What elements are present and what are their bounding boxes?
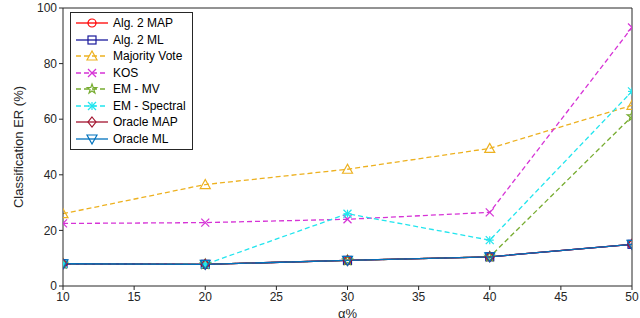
svg-text:80: 80 bbox=[44, 57, 58, 71]
html-text:Oracle MAP: Oracle MAP bbox=[113, 115, 178, 130]
svg-text:20: 20 bbox=[44, 224, 58, 238]
html-text:EM - Spectral: EM - Spectral bbox=[113, 98, 186, 113]
svg-text:45: 45 bbox=[554, 290, 568, 304]
svg-text:15: 15 bbox=[127, 290, 141, 304]
svg-text:100: 100 bbox=[37, 1, 57, 15]
svg-text:50: 50 bbox=[625, 290, 632, 304]
svg-text:35: 35 bbox=[412, 290, 426, 304]
svg-text:20: 20 bbox=[199, 290, 213, 304]
html-text:KOS: KOS bbox=[113, 65, 139, 80]
html-text:Majority Vote: Majority Vote bbox=[113, 49, 183, 64]
svg-text:0: 0 bbox=[50, 279, 57, 293]
html-text:Alg. 2 MAP: Alg. 2 MAP bbox=[113, 16, 173, 31]
svg-text:10: 10 bbox=[56, 290, 70, 304]
html-text:Oracle ML: Oracle ML bbox=[113, 131, 169, 146]
svg-text:40: 40 bbox=[483, 290, 497, 304]
svg-text:40: 40 bbox=[44, 168, 58, 182]
html-text:Alg. 2 ML: Alg. 2 ML bbox=[113, 32, 164, 47]
svg-text:25: 25 bbox=[270, 290, 284, 304]
html-text:EM - MV: EM - MV bbox=[113, 82, 160, 97]
svg-text:60: 60 bbox=[44, 112, 58, 126]
svg-text:Classification ER (%): Classification ER (%) bbox=[11, 86, 26, 208]
svg-text:30: 30 bbox=[341, 290, 355, 304]
svg-text:α%: α% bbox=[338, 306, 358, 318]
